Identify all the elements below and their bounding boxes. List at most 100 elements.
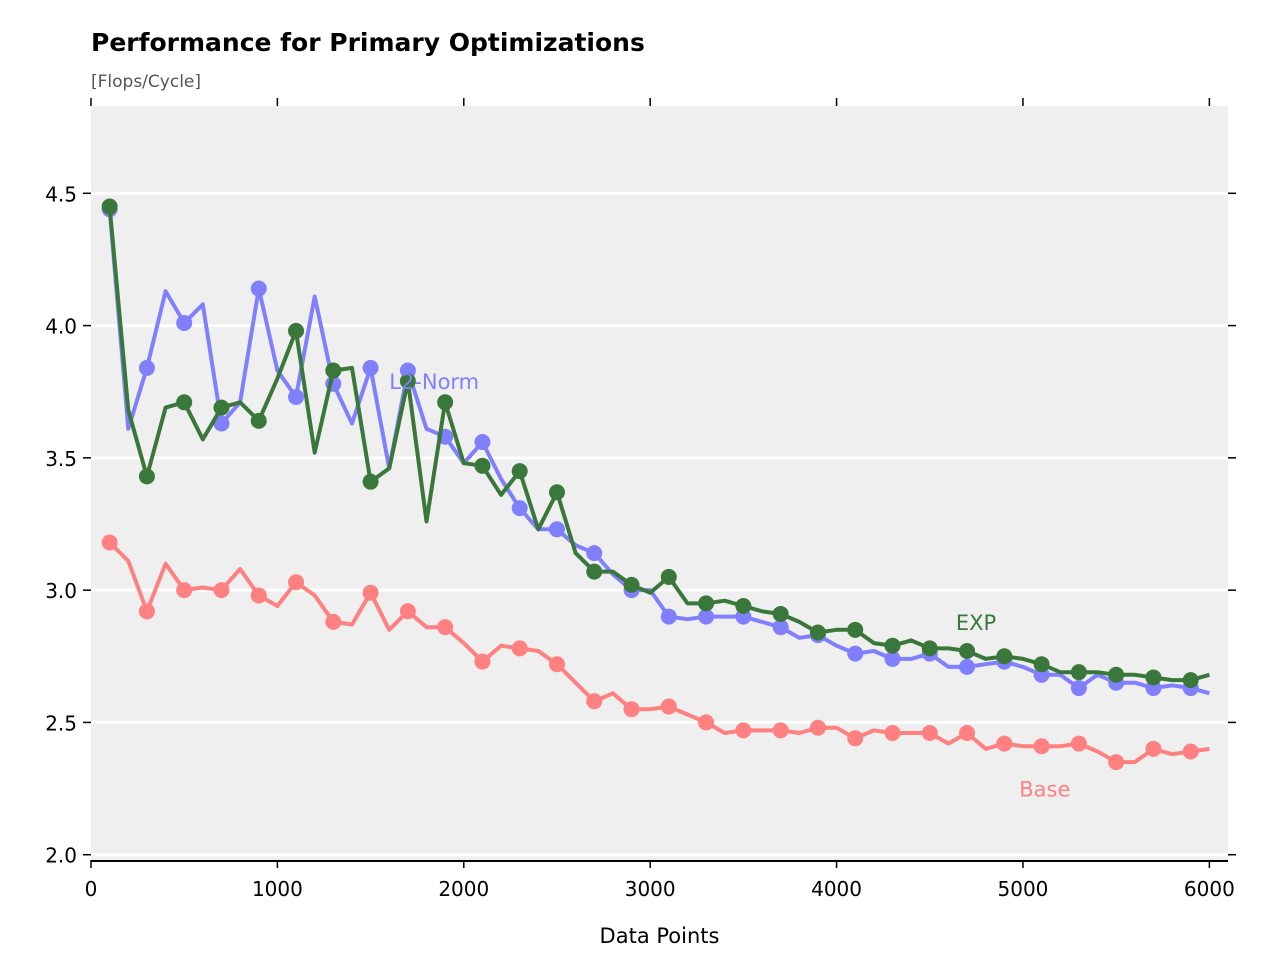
data-point-exp [884,637,901,654]
data-point-base [735,722,752,739]
y-tick-label: 4.0 [45,315,77,339]
data-point-base [362,584,379,601]
x-tick-label: 0 [85,877,98,901]
data-point-exp [660,568,677,585]
data-point-base [437,619,454,636]
grid-lines [91,191,1228,857]
chart-title: Performance for Primary Optimizations [91,28,645,57]
data-point-base [1070,735,1087,752]
data-point-exp [399,373,416,390]
data-point-exp [362,473,379,490]
data-point-base [847,730,864,747]
data-point-base [1033,738,1050,755]
x-tick-label: 6000 [1184,877,1235,901]
data-point-base [250,587,267,604]
data-point-base [1108,754,1125,771]
series-labels: L2-Norm EXP Base [389,370,1070,801]
data-point-base [623,701,640,718]
data-point-l2-norm [1070,680,1087,697]
data-point-exp [138,468,155,485]
series-group [101,198,1210,771]
data-point-l2-norm [511,500,528,517]
data-point-exp [996,648,1013,665]
data-point-base [884,725,901,742]
data-point-base [1182,743,1199,760]
data-point-l2-norm [213,415,230,432]
series-label-exp: EXP [956,611,996,635]
data-point-exp [847,621,864,638]
data-point-exp [213,399,230,416]
data-point-base [474,653,491,670]
x-axis-title: Data Points [600,924,720,948]
y-tick-label: 3.0 [45,579,77,603]
data-point-exp [1033,656,1050,673]
data-point-base [325,613,342,630]
data-point-l2-norm [176,314,193,331]
data-point-exp [959,642,976,659]
data-point-base [138,603,155,620]
y-tick-label: 2.0 [45,844,77,868]
data-point-base [176,582,193,599]
data-point-base [213,582,230,599]
data-point-l2-norm [884,650,901,667]
data-point-l2-norm [586,545,603,562]
data-point-exp [250,412,267,429]
data-point-base [288,574,305,591]
data-point-l2-norm [362,359,379,376]
series-label-l2-norm: L2-Norm [389,370,479,394]
data-point-exp [1182,672,1199,689]
x-tick-label: 4000 [811,877,862,901]
data-point-base [809,719,826,736]
y-tick-label: 2.5 [45,711,77,735]
data-point-exp [474,457,491,474]
data-point-exp [735,598,752,615]
x-tick-label: 1000 [252,877,303,901]
series-label-base: Base [1019,778,1070,802]
data-point-exp [772,605,789,622]
data-point-exp [548,484,565,501]
data-point-exp [288,322,305,339]
data-point-exp [101,198,118,215]
data-point-l2-norm [772,619,789,636]
data-point-base [586,693,603,710]
series-exp [101,198,1210,689]
data-point-l2-norm [474,433,491,450]
data-point-exp [1145,669,1162,686]
data-point-exp [325,362,342,379]
data-point-l2-norm [548,521,565,538]
data-point-l2-norm [847,645,864,662]
data-point-l2-norm [660,608,677,625]
x-tick-label: 5000 [998,877,1049,901]
data-point-exp [511,463,528,480]
data-point-l2-norm [250,280,267,297]
data-point-base [548,656,565,673]
x-tick-label: 3000 [625,877,676,901]
data-point-exp [623,576,640,593]
plot-background [91,106,1228,860]
data-point-base [698,714,715,731]
data-point-exp [586,563,603,580]
data-point-base [921,725,938,742]
x-tick-label: 2000 [438,877,489,901]
data-point-base [399,603,416,620]
data-point-exp [698,595,715,612]
y-tick-label: 4.5 [45,182,77,206]
data-point-l2-norm [698,608,715,625]
data-point-exp [176,394,193,411]
data-point-l2-norm [959,658,976,675]
y-axis-unit-label: [Flops/Cycle] [91,72,202,92]
series-line-exp [107,206,1210,683]
data-point-l2-norm [288,389,305,406]
data-point-base [101,534,118,551]
series-base [101,534,1210,771]
data-point-base [772,722,789,739]
data-point-base [959,725,976,742]
data-point-exp [921,640,938,657]
y-tick-label: 3.5 [45,447,77,471]
axes: 2.0 2.5 3.0 3.5 4.0 4.5 0 1000 2000 3000 4000 5000 6… [45,98,1236,901]
data-point-base [660,698,677,715]
data-point-exp [809,624,826,641]
data-point-exp [1070,664,1087,681]
data-point-base [996,735,1013,752]
